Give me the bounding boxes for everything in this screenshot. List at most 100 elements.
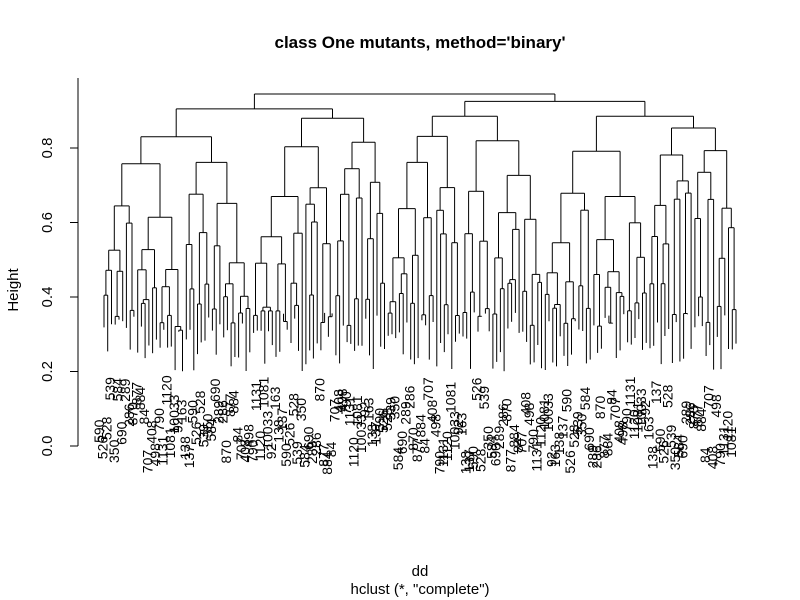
leaf-label: 539 bbox=[663, 424, 679, 448]
leaf-label: 870 bbox=[592, 396, 608, 420]
leaf-label: 690 bbox=[394, 431, 410, 455]
leaf-label: 138 bbox=[645, 446, 661, 470]
leaf-label: 84 bbox=[323, 442, 339, 458]
leaf-label: 408 bbox=[611, 420, 627, 444]
leaf-label: 92 bbox=[450, 419, 466, 435]
leaf-label: 584 bbox=[390, 447, 406, 471]
leaf-label: 528 bbox=[99, 416, 115, 440]
leaf-label: 1081 bbox=[349, 395, 365, 426]
leaf-label: 690 bbox=[487, 443, 503, 467]
leaf-label: 884 bbox=[693, 408, 709, 432]
leaf-label: 884 bbox=[319, 451, 335, 475]
leaf-label: 528 bbox=[472, 448, 488, 472]
leaf-label: 790 bbox=[151, 408, 167, 432]
leaf-label: 584 bbox=[577, 387, 593, 411]
leaf-label: 137 bbox=[368, 421, 384, 445]
leaf-label: 498 bbox=[428, 414, 444, 438]
leaf-label: 707 bbox=[233, 437, 249, 461]
leaf-label: 498 bbox=[147, 443, 163, 467]
leaf-label: 884 bbox=[413, 414, 429, 438]
leaf-label: 539 bbox=[196, 424, 212, 448]
leaf-label: 707 bbox=[327, 399, 343, 423]
leaf-label: 138 bbox=[177, 436, 193, 460]
x-axis-sublabel: hclust (*, "complete") bbox=[350, 581, 489, 598]
leaf-label: 289 bbox=[117, 378, 133, 402]
leaf-label: 84 bbox=[510, 437, 526, 453]
leaf-label: 10033 bbox=[353, 414, 369, 453]
leaf-label: 877 bbox=[596, 435, 612, 459]
leaf-label: 286 bbox=[214, 400, 230, 424]
leaf-label: 1081 bbox=[630, 402, 646, 433]
leaf-label: 163 bbox=[547, 444, 563, 468]
leaf-label: 690 bbox=[581, 427, 597, 451]
leaf-label: 707 bbox=[420, 377, 436, 401]
leaf-label: 884 bbox=[226, 390, 242, 414]
leaf-label: 707 bbox=[607, 397, 623, 421]
leaf-label: 163 bbox=[267, 386, 283, 410]
leaf-label: 286 bbox=[401, 385, 417, 409]
leaf-label: 289 bbox=[398, 401, 414, 425]
leaf-labels: 5905265285393505846902892868708778848470… bbox=[91, 375, 739, 475]
leaf-label: 877 bbox=[222, 393, 238, 417]
leaf-label: 526 bbox=[282, 422, 298, 446]
leaf-label: 137 bbox=[648, 381, 664, 405]
leaf-label: 584 bbox=[297, 444, 313, 468]
leaf-label: 498 bbox=[708, 394, 724, 418]
leaf-label: 84 bbox=[136, 409, 152, 425]
leaf-label: 498 bbox=[334, 388, 350, 412]
leaf-label: 539 bbox=[102, 377, 118, 401]
leaf-label: 163 bbox=[360, 397, 376, 421]
leaf-label: 584 bbox=[110, 378, 126, 402]
leaf-label: 526 bbox=[95, 436, 111, 460]
leaf-label: 137 bbox=[555, 416, 571, 440]
leaf-label: 884 bbox=[132, 387, 148, 411]
leaf-label: 10033 bbox=[166, 394, 182, 433]
leaf-label: 1131 bbox=[435, 437, 451, 467]
leaf-label: 84 bbox=[603, 389, 619, 405]
leaf-label: 163 bbox=[641, 416, 657, 440]
leaf-label: 870 bbox=[686, 406, 702, 430]
leaf-label: 528 bbox=[379, 407, 395, 431]
leaf-label: 526 bbox=[188, 421, 204, 445]
leaf-label: 1131 bbox=[342, 396, 358, 426]
leaf-label: 10033 bbox=[633, 388, 649, 427]
leaf-label: 498 bbox=[241, 424, 257, 448]
leaf-label: 877 bbox=[502, 449, 518, 473]
leaf-label: 590 bbox=[465, 446, 481, 470]
y-tick-label: 0.2 bbox=[39, 361, 56, 382]
leaf-label: 138 bbox=[458, 451, 474, 475]
leaf-label: 790 bbox=[712, 443, 728, 467]
leaf-label: 138 bbox=[551, 432, 567, 456]
leaf-label: 1120 bbox=[719, 411, 735, 441]
leaf-label: 350 bbox=[386, 396, 402, 420]
leaf-label: 590 bbox=[91, 419, 107, 443]
leaf-label: 1131 bbox=[529, 441, 545, 471]
leaf-label: 877 bbox=[128, 382, 144, 406]
leaf-label: 286 bbox=[495, 403, 511, 427]
leaf-label: 590 bbox=[372, 408, 388, 432]
leaf-label: 590 bbox=[559, 389, 575, 413]
leaf-label: 870 bbox=[125, 402, 141, 426]
leaf-label: 408 bbox=[704, 446, 720, 470]
dendrogram-branches bbox=[103, 93, 737, 372]
y-tick-label: 0.8 bbox=[39, 138, 56, 159]
leaf-label: 590 bbox=[652, 428, 668, 452]
leaf-label: 1081 bbox=[536, 398, 552, 429]
leaf-label: 10033 bbox=[540, 393, 556, 432]
leaf-label: 690 bbox=[113, 421, 129, 445]
leaf-label: 286 bbox=[121, 403, 137, 427]
leaf-label: 1120 bbox=[626, 409, 642, 439]
leaf-label: 137 bbox=[461, 449, 477, 473]
leaf-label: 528 bbox=[566, 424, 582, 448]
leaf-label: 137 bbox=[274, 408, 290, 432]
leaf-label: 84 bbox=[697, 447, 713, 463]
leaf-label: 350 bbox=[573, 414, 589, 438]
leaf-label: 498 bbox=[521, 402, 537, 426]
leaf-label: 584 bbox=[484, 435, 500, 459]
leaf-label: 1120 bbox=[532, 417, 548, 447]
x-axis-label: dd bbox=[412, 563, 429, 580]
leaf-label: 1120 bbox=[439, 431, 455, 461]
leaf-label: 350 bbox=[293, 398, 309, 422]
leaf-label: 286 bbox=[308, 432, 324, 456]
